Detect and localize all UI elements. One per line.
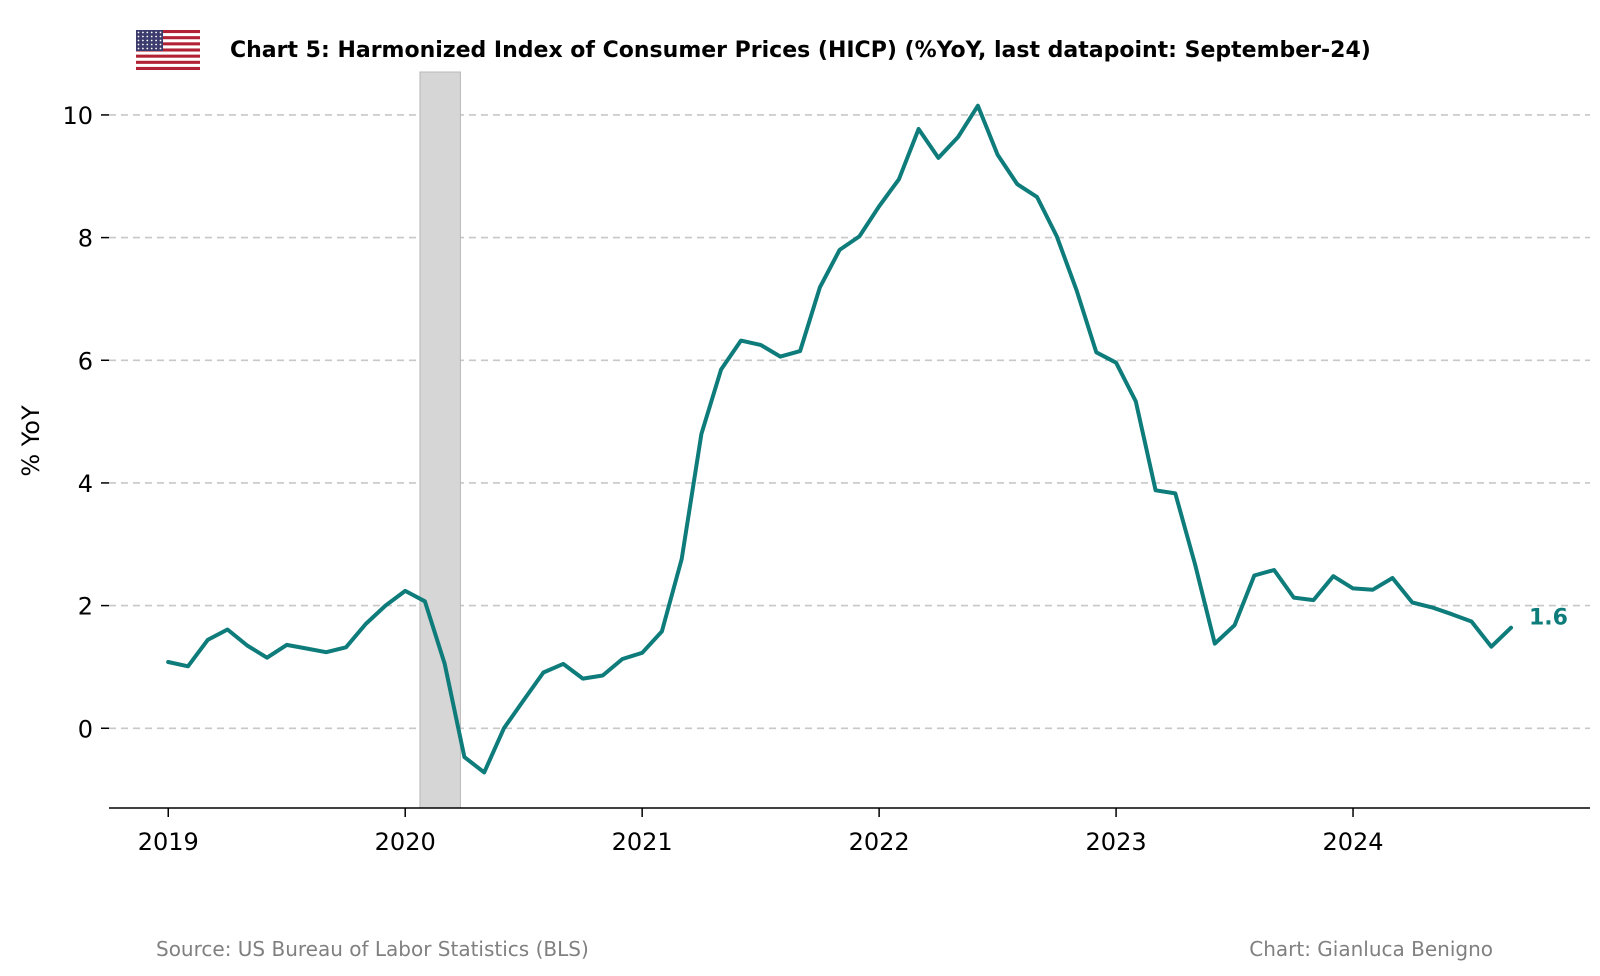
flag-star (142, 31, 144, 34)
flag-stripe (136, 36, 200, 40)
x-tick-label: 2023 (1086, 828, 1147, 856)
flag-star (150, 47, 153, 50)
flag-star (142, 43, 144, 46)
us-flag-icon (136, 30, 200, 70)
x-tick-label: 2022 (849, 828, 910, 856)
flag-star (155, 39, 157, 42)
flag-star (159, 43, 162, 46)
flag-star (159, 47, 162, 50)
chart-title: Chart 5: Harmonized Index of Consumer Pr… (230, 38, 1371, 63)
y-tick-label: 2 (78, 593, 93, 621)
y-tick-label: 4 (78, 470, 93, 498)
flag-star (150, 39, 153, 42)
flag-star (142, 39, 144, 42)
flag-star (137, 31, 140, 34)
flag-star (159, 31, 162, 34)
y-tick-label: 6 (78, 347, 93, 375)
flag-stripe (136, 42, 200, 46)
flag-star (150, 35, 153, 38)
flag-star (142, 35, 144, 38)
flag-star (137, 43, 140, 46)
x-tick-label: 2019 (138, 828, 199, 856)
gridlines (109, 114, 1590, 730)
flag-stripe (136, 54, 200, 58)
flag-star (142, 47, 144, 50)
flag-star (155, 43, 157, 46)
x-tick-label: 2021 (612, 828, 673, 856)
y-tick-label: 8 (78, 225, 93, 253)
flag-stripe (136, 30, 200, 34)
flag-star (146, 43, 149, 46)
flag-star (159, 35, 162, 38)
flag-stripe (136, 60, 200, 64)
flag-star (146, 39, 149, 42)
source-note: Source: US Bureau of Labor Statistics (B… (156, 937, 589, 961)
shaded-period (419, 71, 461, 809)
flag-star (155, 47, 157, 50)
y-tick-label: 10 (62, 102, 93, 130)
x-ticks: 2019 2020 2021 2022 2023 2024 (138, 808, 1384, 856)
flag-star (146, 47, 149, 50)
series-line (166, 103, 1513, 775)
y-axis-label: % YoY (17, 405, 45, 477)
flag-star (159, 39, 162, 42)
flag-star (137, 47, 140, 50)
last-value-label: 1.6 (1529, 606, 1568, 631)
flag-star (137, 35, 140, 38)
flag-star (155, 31, 157, 34)
x-tick-label: 2020 (375, 828, 436, 856)
x-tick-label: 2024 (1323, 828, 1384, 856)
flag-star (146, 31, 149, 34)
flag-stripe (136, 66, 200, 70)
flag-star (137, 39, 140, 42)
y-tick-label: 0 (78, 715, 93, 743)
flag-star (155, 35, 157, 38)
flag-stripe (136, 48, 200, 52)
flag-star (146, 35, 149, 38)
y-ticks: 0 2 4 6 8 10 (62, 102, 109, 743)
chart-credit: Chart: Gianluca Benigno (1249, 937, 1493, 961)
flag-star (150, 43, 153, 46)
flag-star (150, 31, 153, 34)
